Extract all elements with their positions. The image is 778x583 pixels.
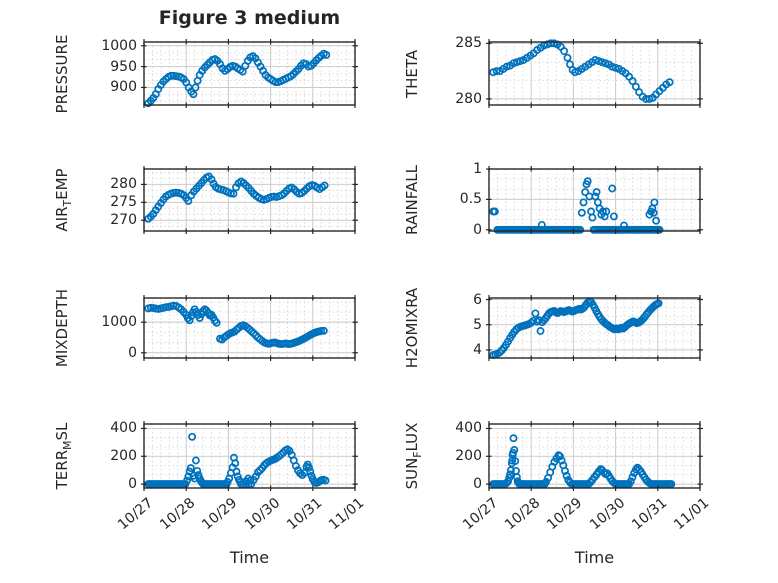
y-tick-label: 400 [455, 420, 482, 437]
tick-marks [486, 39, 703, 108]
scatter-series-terr_msl [144, 432, 330, 489]
scatter-series-rainfall [489, 177, 664, 234]
tick-marks [141, 39, 358, 108]
y-axis-label-sun_flux: SUNFLUX [403, 422, 424, 490]
y-tick-label: 400 [110, 420, 137, 437]
y-tick-label: 0 [128, 476, 137, 493]
plot-area-mixdepth [141, 295, 358, 361]
plot-area-air_temp [141, 166, 358, 234]
plot-area-sun_flux [486, 421, 703, 491]
tick-marks [141, 166, 358, 234]
y-tick-label: 900 [110, 79, 137, 96]
major-grid [144, 42, 355, 105]
scatter-series-air_temp [144, 172, 329, 223]
y-tick-label: 270 [110, 212, 137, 229]
x-axis-label-right: Time [574, 548, 615, 567]
y-tick-label: 280 [455, 90, 482, 107]
y-tick-label: 275 [110, 194, 137, 211]
axes-frame [143, 41, 356, 106]
axes-frame [488, 168, 701, 232]
scatter-series-h2omixra [489, 297, 663, 359]
plot-area-terr_msl [141, 421, 358, 491]
axes-frame [143, 168, 356, 232]
minor-grid [489, 42, 700, 105]
tick-marks [486, 421, 703, 491]
axes-frame [488, 41, 701, 106]
plot-area-h2omixra [486, 295, 703, 361]
figure-title: Figure 3 medium [158, 7, 341, 29]
y-tick-label: 6 [473, 291, 482, 308]
plot-area-rainfall [486, 166, 703, 234]
plot-area-theta [486, 39, 703, 108]
scatter-series-theta [489, 39, 674, 103]
major-grid [144, 169, 355, 231]
y-tick-label: 280 [110, 176, 137, 193]
y-tick-label: 1000 [101, 314, 137, 331]
scatter-series-pressure [144, 49, 331, 108]
scatter-series-sun_flux [489, 434, 676, 489]
major-grid [489, 42, 700, 105]
tick-marks [486, 295, 703, 361]
tick-marks [486, 166, 703, 234]
y-tick-label: 0.5 [459, 191, 482, 208]
scatter-series-mixdepth [144, 301, 328, 349]
axes-frame [488, 297, 701, 359]
y-tick-label: 285 [455, 35, 482, 52]
major-grid [144, 298, 355, 358]
axes-frame [143, 297, 356, 359]
y-tick-label: 1000 [101, 37, 137, 54]
y-tick-label: 200 [455, 448, 482, 465]
y-tick-label: 5 [473, 316, 482, 333]
y-tick-label: 0 [473, 221, 482, 238]
y-axis-label-terr_msl: TERRMSL [53, 422, 74, 490]
x-axis-label-left: Time [229, 548, 270, 567]
major-grid [489, 424, 700, 488]
minor-grid [144, 169, 355, 231]
y-tick-label: 4 [473, 341, 482, 358]
y-tick-label: 950 [110, 58, 137, 75]
y-tick-label: 0 [473, 476, 482, 493]
tick-marks [141, 295, 358, 361]
tick-marks [141, 421, 358, 491]
y-tick-label: 200 [110, 448, 137, 465]
y-tick-label: 1 [473, 161, 482, 177]
y-tick-label: 0 [128, 344, 137, 361]
plot-area-pressure [141, 39, 358, 108]
